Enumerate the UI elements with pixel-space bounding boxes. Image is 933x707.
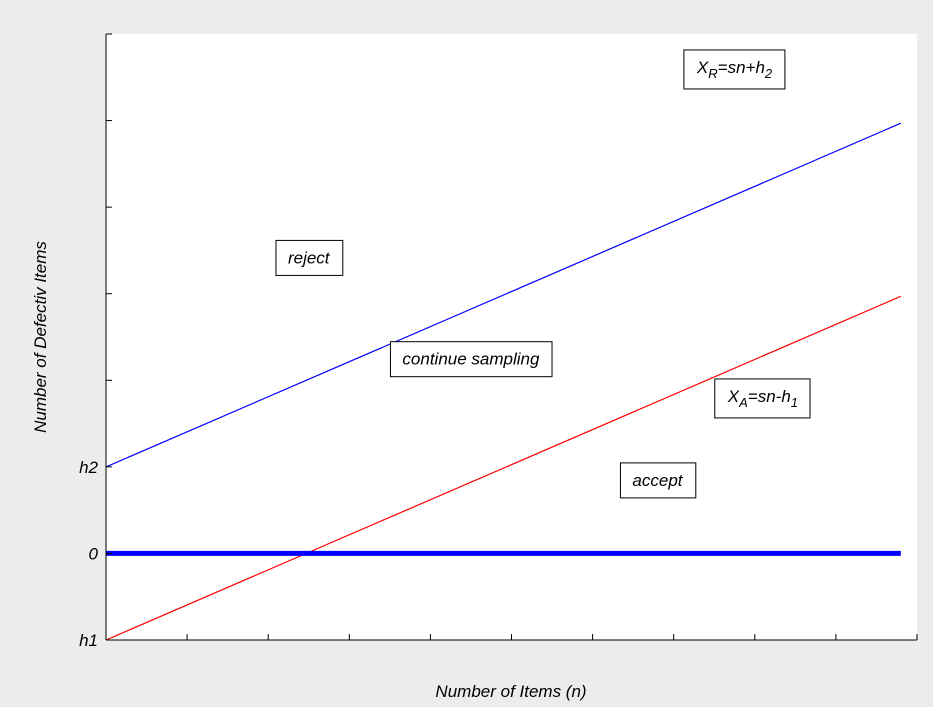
x-axis-label: Number of Items (n) <box>435 682 586 701</box>
line-equation-text: XA=sn-h1 <box>727 387 798 410</box>
line-equation-label: XR=sn+h2 <box>683 49 786 90</box>
line-equation-label-box <box>714 378 811 419</box>
series-layer <box>105 122 902 641</box>
region-label-box <box>619 462 697 499</box>
series-line-1 <box>105 122 902 468</box>
line-equation-label-box <box>683 49 786 90</box>
y-ticks: h1 0 h2 <box>79 33 112 650</box>
plot-area <box>106 34 917 640</box>
region-label-box <box>275 239 344 276</box>
region-label: accept <box>619 462 697 499</box>
y-tick-label: h2 <box>79 458 98 477</box>
region-label-text: continue sampling <box>402 350 540 369</box>
series-line-2 <box>105 295 902 641</box>
x-ticks <box>105 634 918 640</box>
y-tick-label: h1 <box>79 631 98 650</box>
region-label-box <box>389 341 553 378</box>
region-label-text: accept <box>632 471 683 490</box>
y-tick-label: 0 <box>89 544 99 563</box>
region-label: reject <box>275 239 344 276</box>
y-axis-label: Number of Defectiv Items <box>31 241 50 433</box>
line-equation-label: XA=sn-h1 <box>714 378 811 419</box>
region-label: continue sampling <box>389 341 553 378</box>
region-label-text: reject <box>288 248 331 267</box>
line-equation-text: XR=sn+h2 <box>696 58 773 81</box>
annotation-layer: reject continue sampling accept XR=sn+h2 XA=… <box>275 49 811 499</box>
